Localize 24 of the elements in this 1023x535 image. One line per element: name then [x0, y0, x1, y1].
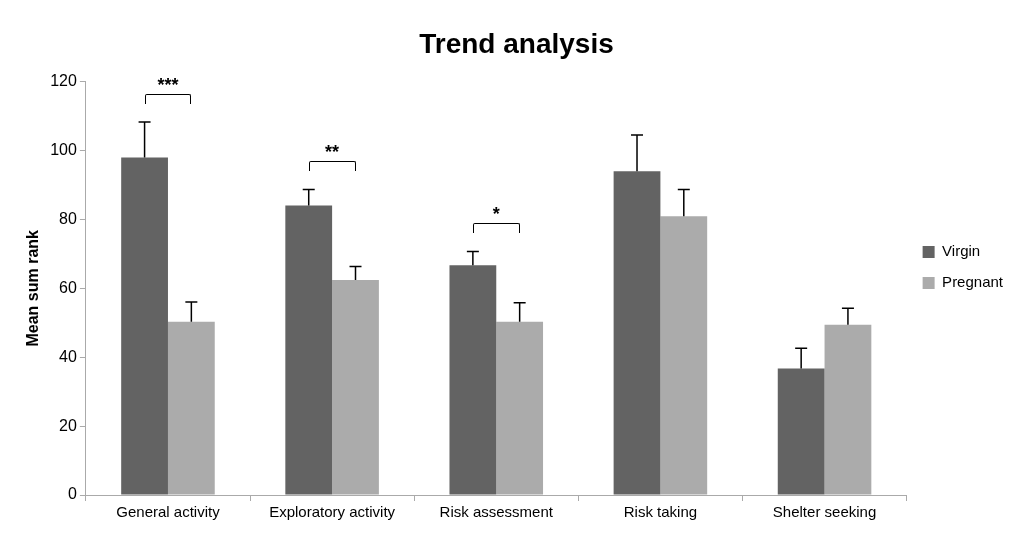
chart-title: Trend analysis — [419, 27, 614, 59]
bar — [777, 368, 825, 495]
annotation: * — [492, 204, 500, 225]
y-tick-label: 0 — [67, 485, 77, 503]
y-axis-title: Mean sum rank — [24, 229, 42, 347]
x-tick-label: Risk taking — [623, 503, 698, 521]
bar — [121, 157, 168, 495]
x-tick-label: Exploratory activity — [269, 503, 396, 521]
y-tick-label: 80 — [59, 209, 77, 227]
bar — [613, 171, 661, 495]
bar — [449, 265, 497, 495]
x-tick-label: Shelter seeking — [772, 503, 877, 521]
y-tick-label: 120 — [50, 72, 77, 90]
annotation: ** — [325, 142, 340, 163]
legend-label: Pregnant — [942, 273, 1004, 291]
x-tick-label: Risk assessment — [439, 503, 554, 521]
y-tick-label: 60 — [59, 278, 77, 296]
y-tick-label: 100 — [50, 140, 77, 158]
y-tick-label: 20 — [59, 416, 77, 434]
annotation: *** — [157, 74, 179, 95]
x-tick-label: General activity — [116, 503, 221, 521]
bar — [285, 205, 333, 495]
y-tick-label: 40 — [59, 347, 77, 365]
legend-label: Virgin — [942, 242, 981, 260]
